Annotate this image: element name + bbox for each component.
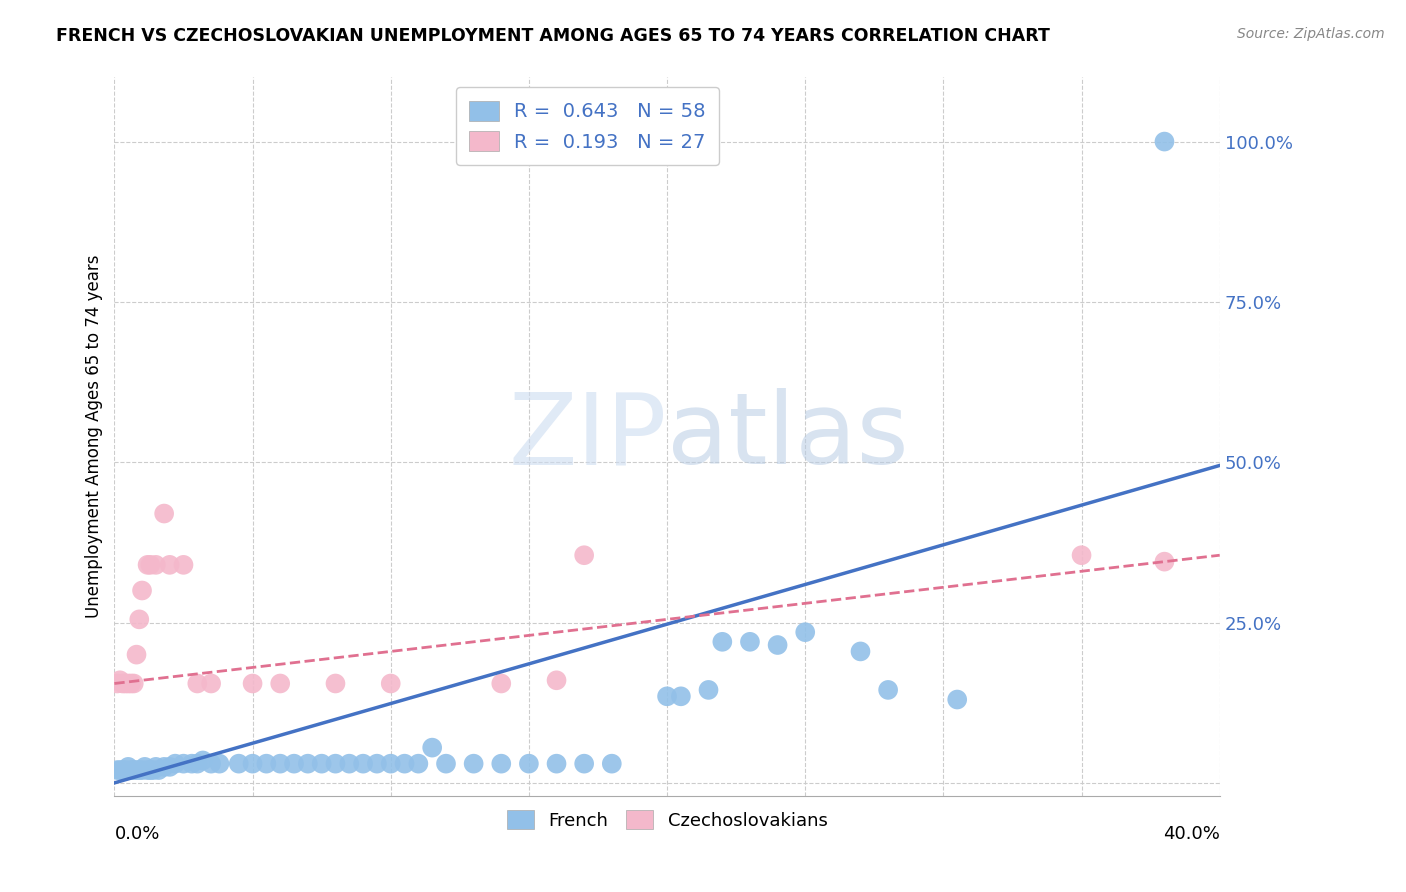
Point bbox=[325, 676, 347, 690]
Point bbox=[111, 763, 134, 777]
Point bbox=[254, 756, 277, 771]
Point bbox=[946, 692, 969, 706]
Point bbox=[283, 756, 305, 771]
Point bbox=[122, 763, 145, 777]
Point bbox=[297, 756, 319, 771]
Point bbox=[877, 682, 900, 697]
Point bbox=[136, 763, 159, 777]
Text: 0.0%: 0.0% bbox=[114, 824, 160, 843]
Point bbox=[394, 756, 416, 771]
Point bbox=[173, 558, 195, 572]
Point bbox=[117, 760, 139, 774]
Point bbox=[669, 690, 692, 704]
Point bbox=[145, 558, 167, 572]
Point bbox=[337, 756, 360, 771]
Point bbox=[131, 583, 153, 598]
Point bbox=[153, 760, 176, 774]
Point bbox=[766, 638, 789, 652]
Point bbox=[546, 673, 568, 688]
Point bbox=[208, 756, 231, 771]
Point bbox=[434, 756, 457, 771]
Point bbox=[131, 763, 153, 777]
Point bbox=[105, 676, 128, 690]
Point bbox=[111, 676, 134, 690]
Text: atlas: atlas bbox=[666, 388, 908, 485]
Point bbox=[1153, 555, 1175, 569]
Point bbox=[269, 756, 291, 771]
Point bbox=[491, 676, 513, 690]
Point bbox=[311, 756, 333, 771]
Point bbox=[159, 558, 181, 572]
Point bbox=[136, 558, 159, 572]
Point bbox=[186, 756, 208, 771]
Point bbox=[114, 763, 136, 777]
Point bbox=[153, 507, 176, 521]
Point bbox=[139, 763, 162, 777]
Text: 40.0%: 40.0% bbox=[1163, 824, 1220, 843]
Point bbox=[200, 756, 222, 771]
Point bbox=[165, 756, 187, 771]
Point bbox=[122, 676, 145, 690]
Point bbox=[128, 763, 150, 777]
Legend: French, Czechoslovakians: French, Czechoslovakians bbox=[499, 803, 835, 837]
Point bbox=[105, 763, 128, 777]
Point bbox=[117, 676, 139, 690]
Point bbox=[572, 756, 595, 771]
Point bbox=[128, 612, 150, 626]
Point bbox=[1153, 135, 1175, 149]
Point bbox=[142, 763, 165, 777]
Y-axis label: Unemployment Among Ages 65 to 74 years: Unemployment Among Ages 65 to 74 years bbox=[86, 255, 103, 618]
Point bbox=[1070, 548, 1092, 562]
Point bbox=[366, 756, 388, 771]
Text: ZIP: ZIP bbox=[509, 388, 666, 485]
Point bbox=[380, 756, 402, 771]
Point bbox=[148, 763, 170, 777]
Point bbox=[108, 673, 131, 688]
Text: FRENCH VS CZECHOSLOVAKIAN UNEMPLOYMENT AMONG AGES 65 TO 74 YEARS CORRELATION CHA: FRENCH VS CZECHOSLOVAKIAN UNEMPLOYMENT A… bbox=[56, 27, 1050, 45]
Point bbox=[572, 548, 595, 562]
Point bbox=[697, 682, 720, 697]
Point bbox=[228, 756, 250, 771]
Point bbox=[108, 763, 131, 777]
Point bbox=[546, 756, 568, 771]
Text: Source: ZipAtlas.com: Source: ZipAtlas.com bbox=[1237, 27, 1385, 41]
Point bbox=[125, 648, 148, 662]
Point bbox=[120, 763, 142, 777]
Point bbox=[711, 635, 734, 649]
Point bbox=[380, 676, 402, 690]
Point bbox=[134, 760, 156, 774]
Point bbox=[463, 756, 485, 771]
Point bbox=[794, 625, 817, 640]
Point bbox=[408, 756, 430, 771]
Point bbox=[145, 760, 167, 774]
Point bbox=[269, 676, 291, 690]
Point bbox=[139, 558, 162, 572]
Point bbox=[849, 644, 872, 658]
Point bbox=[173, 756, 195, 771]
Point bbox=[125, 763, 148, 777]
Point bbox=[200, 676, 222, 690]
Point bbox=[242, 756, 264, 771]
Point bbox=[191, 754, 214, 768]
Point bbox=[114, 676, 136, 690]
Point bbox=[655, 690, 678, 704]
Point bbox=[738, 635, 761, 649]
Point bbox=[325, 756, 347, 771]
Point bbox=[491, 756, 513, 771]
Point bbox=[120, 676, 142, 690]
Point bbox=[600, 756, 623, 771]
Point bbox=[242, 676, 264, 690]
Point bbox=[186, 676, 208, 690]
Point bbox=[180, 756, 202, 771]
Point bbox=[420, 740, 443, 755]
Point bbox=[517, 756, 540, 771]
Point bbox=[159, 760, 181, 774]
Point bbox=[352, 756, 374, 771]
